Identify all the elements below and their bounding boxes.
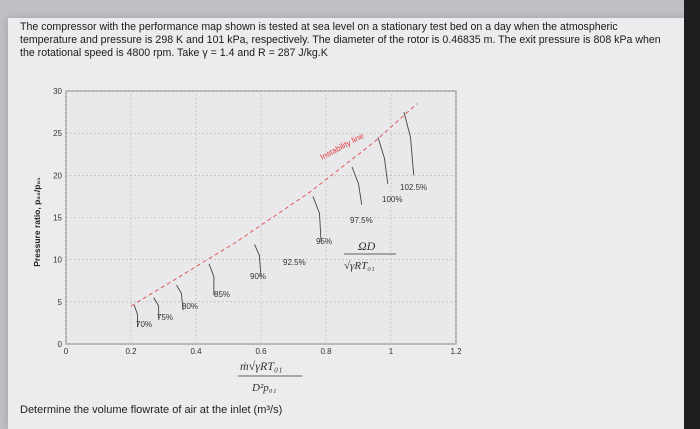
speed-line-100pct [377,137,389,184]
x-tick-label: 1.2 [450,347,462,356]
speed-line-70pct [133,305,138,328]
speed-line-85pct [208,263,215,296]
speed-line-75pct [153,297,160,319]
speed-label-100: 100% [382,195,402,204]
x-tick-label: 0.8 [320,347,332,356]
speed-line-90pct [254,244,262,277]
speed-line-95pct [312,196,322,243]
speed-label-92-5: 92.5% [283,258,306,267]
y-tick-label: 30 [53,87,62,96]
speed-param-denominator: √γRT₀₁ [344,260,375,272]
speed-label-97-5: 97.5% [350,216,373,225]
x-tick-labels: 0 0.2 0.4 0.6 0.8 1 1.2 [64,347,462,356]
grid-lines [65,90,457,345]
speed-label-90: 90% [250,272,266,281]
mass-flow-param-numerator: ṁ√γRT₀₁ [240,359,282,373]
y-tick-label: 10 [53,256,62,265]
x-tick-label: 0.4 [190,347,202,356]
y-tick-label: 25 [53,129,62,138]
speed-label-95: 95% [316,237,332,246]
speed-label-80: 80% [182,302,198,311]
instability-line [130,103,418,307]
problem-statement: The compressor with the performance map … [20,21,661,59]
speed-label-102-5: 102.5% [400,183,427,192]
x-tick-label: 1 [389,347,394,356]
speed-label-70: 70% [136,320,152,329]
dark-edge [684,0,700,429]
speed-line-80pct [176,284,184,311]
y-tick-label: 5 [58,298,63,307]
y-axis-label: Pressure ratio, p₀₂/p₀₁ [32,177,42,267]
speed-label-75: 75% [157,313,173,322]
y-tick-label: 20 [53,171,62,180]
x-tick-label: 0.6 [255,347,267,356]
speed-lines [133,111,415,328]
x-tick-label: 0.2 [125,347,137,356]
speed-label-85: 85% [214,290,230,299]
mass-flow-param-denominator: D²p₀₁ [251,382,277,394]
x-tick-label: 0 [64,347,69,356]
y-tick-label: 15 [53,214,62,223]
speed-line-97-5pct [351,166,363,205]
speed-line-102-5pct [403,111,415,176]
y-tick-labels: 0 5 10 15 20 25 30 [53,87,62,349]
question-text: Determine the volume flowrate of air at … [20,404,283,416]
speed-param-numerator: ΩD [358,239,376,253]
y-tick-label: 0 [58,340,63,349]
